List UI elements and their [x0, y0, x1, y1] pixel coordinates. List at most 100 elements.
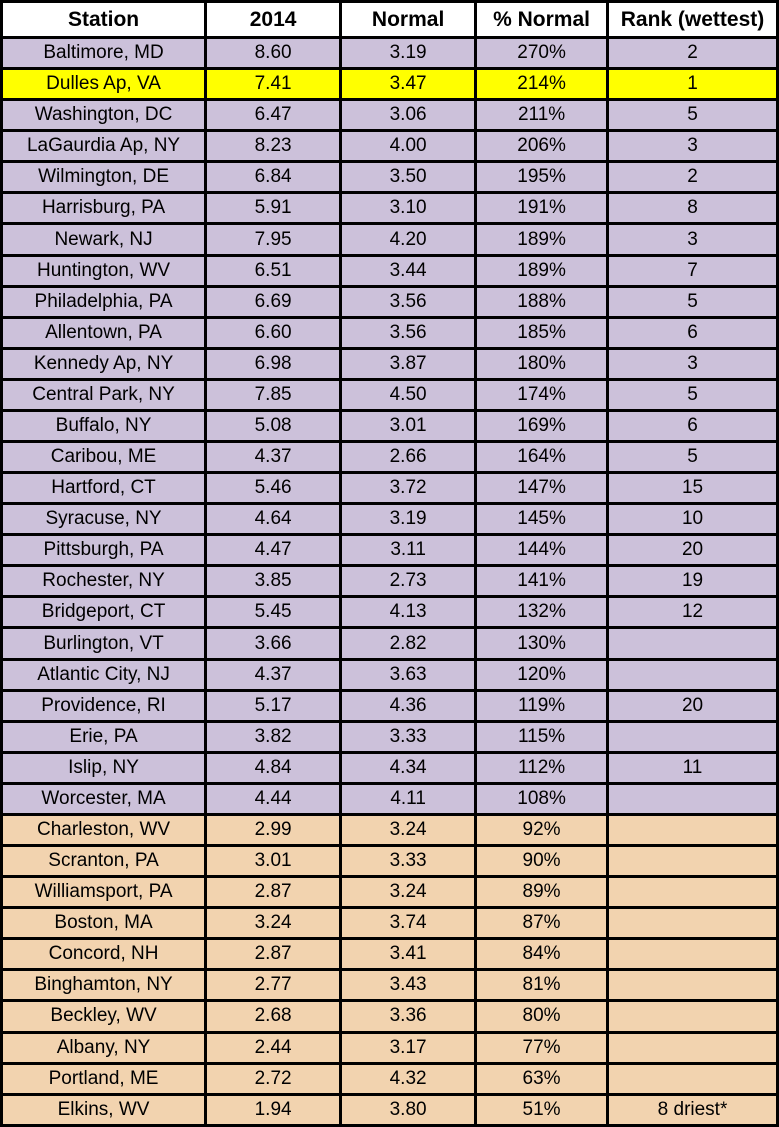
- normal-cell: 4.32: [339, 1061, 478, 1096]
- station-cell: Williamsport, PA: [0, 875, 208, 910]
- pct-normal-cell: 169%: [474, 408, 610, 444]
- station-cell: Scranton, PA: [0, 844, 208, 879]
- normal-cell: 3.41: [339, 937, 478, 972]
- table-row: Worcester, MA 4.44 4.11 108%: [0, 781, 779, 816]
- rank-cell: 5: [606, 377, 779, 412]
- table-row: Providence, RI 5.17 4.36 119% 20: [0, 688, 779, 723]
- value-2014-cell: 1.94: [204, 1092, 343, 1127]
- table-row: Harrisburg, PA 5.91 3.10 191% 8: [0, 191, 779, 226]
- rank-cell: [606, 812, 779, 848]
- normal-cell: 2.82: [339, 626, 478, 661]
- table-row: Philadelphia, PA 6.69 3.56 188% 5: [0, 284, 779, 319]
- table-row: Bridgeport, CT 5.45 4.13 132% 12: [0, 595, 779, 630]
- station-cell: Atlantic City, NJ: [0, 657, 208, 692]
- normal-cell: 3.24: [339, 875, 478, 910]
- table-body: Baltimore, MD 8.60 3.19 270% 2 Dulles Ap, VA 7…: [0, 35, 779, 1127]
- value-2014-cell: 3.85: [204, 564, 343, 599]
- normal-cell: 4.36: [339, 688, 478, 723]
- rank-cell: 6: [606, 315, 779, 350]
- pct-normal-cell: 84%: [474, 937, 610, 972]
- table-row: Portland, ME 2.72 4.32 63%: [0, 1061, 779, 1096]
- value-2014-cell: 6.69: [204, 284, 343, 319]
- station-cell: Concord, NH: [0, 937, 208, 972]
- table-row: Allentown, PA 6.60 3.56 185% 6: [0, 315, 779, 350]
- table-row: Pittsburgh, PA 4.47 3.11 144% 20: [0, 533, 779, 568]
- pct-normal-cell: 185%: [474, 315, 610, 350]
- rank-cell: 11: [606, 750, 779, 785]
- rank-cell: [606, 844, 779, 879]
- normal-cell: 3.47: [339, 67, 478, 102]
- pct-normal-cell: 214%: [474, 67, 610, 102]
- header-normal: Normal: [339, 0, 478, 39]
- pct-normal-cell: 77%: [474, 1030, 610, 1065]
- normal-cell: 4.00: [339, 129, 478, 164]
- value-2014-cell: 3.82: [204, 719, 343, 754]
- header-2014: 2014: [204, 0, 343, 39]
- station-cell: Baltimore, MD: [0, 35, 208, 71]
- station-cell: Pittsburgh, PA: [0, 533, 208, 568]
- header-row: Station 2014 Normal % Normal Rank (wette…: [0, 0, 779, 39]
- header-pct-normal: % Normal: [474, 0, 610, 39]
- table-row: Binghamton, NY 2.77 3.43 81%: [0, 968, 779, 1003]
- station-cell: Caribou, ME: [0, 440, 208, 475]
- table-row: Caribou, ME 4.37 2.66 164% 5: [0, 440, 779, 475]
- rank-cell: 20: [606, 533, 779, 568]
- value-2014-cell: 2.68: [204, 999, 343, 1034]
- normal-cell: 3.33: [339, 844, 478, 879]
- value-2014-cell: 6.51: [204, 253, 343, 288]
- rank-cell: [606, 719, 779, 754]
- pct-normal-cell: 144%: [474, 533, 610, 568]
- pct-normal-cell: 189%: [474, 253, 610, 288]
- pct-normal-cell: 90%: [474, 844, 610, 879]
- pct-normal-cell: 132%: [474, 595, 610, 630]
- value-2014-cell: 2.87: [204, 875, 343, 910]
- table-row: Beckley, WV 2.68 3.36 80%: [0, 999, 779, 1034]
- value-2014-cell: 5.46: [204, 471, 343, 506]
- rank-cell: [606, 781, 779, 816]
- rank-cell: [606, 968, 779, 1003]
- table-row: Elkins, WV 1.94 3.80 51% 8 driest*: [0, 1092, 779, 1127]
- station-cell: Burlington, VT: [0, 626, 208, 661]
- table-header: Station 2014 Normal % Normal Rank (wette…: [0, 0, 779, 39]
- station-cell: Albany, NY: [0, 1030, 208, 1065]
- normal-cell: 4.11: [339, 781, 478, 816]
- pct-normal-cell: 206%: [474, 129, 610, 164]
- station-cell: Worcester, MA: [0, 781, 208, 816]
- rank-cell: 5: [606, 440, 779, 475]
- table-row: Central Park, NY 7.85 4.50 174% 5: [0, 377, 779, 412]
- normal-cell: 2.66: [339, 440, 478, 475]
- station-cell: Central Park, NY: [0, 377, 208, 412]
- pct-normal-cell: 145%: [474, 502, 610, 537]
- rank-cell: 3: [606, 222, 779, 257]
- station-cell: Islip, NY: [0, 750, 208, 785]
- rank-cell: 19: [606, 564, 779, 599]
- table-row: Newark, NJ 7.95 4.20 189% 3: [0, 222, 779, 257]
- pct-normal-cell: 119%: [474, 688, 610, 723]
- station-cell: Elkins, WV: [0, 1092, 208, 1127]
- station-cell: Charleston, WV: [0, 812, 208, 848]
- pct-normal-cell: 87%: [474, 906, 610, 941]
- station-cell: Bridgeport, CT: [0, 595, 208, 630]
- header-station: Station: [0, 0, 208, 39]
- rank-cell: 3: [606, 346, 779, 381]
- pct-normal-cell: 81%: [474, 968, 610, 1003]
- station-cell: Harrisburg, PA: [0, 191, 208, 226]
- normal-cell: 3.10: [339, 191, 478, 226]
- value-2014-cell: 4.64: [204, 502, 343, 537]
- rank-cell: 5: [606, 284, 779, 319]
- pct-normal-cell: 147%: [474, 471, 610, 506]
- value-2014-cell: 3.24: [204, 906, 343, 941]
- station-cell: Wilmington, DE: [0, 160, 208, 195]
- value-2014-cell: 6.98: [204, 346, 343, 381]
- pct-normal-cell: 270%: [474, 35, 610, 71]
- value-2014-cell: 4.44: [204, 781, 343, 816]
- normal-cell: 3.43: [339, 968, 478, 1003]
- normal-cell: 3.19: [339, 35, 478, 71]
- normal-cell: 3.56: [339, 284, 478, 319]
- table-row: Burlington, VT 3.66 2.82 130%: [0, 626, 779, 661]
- normal-cell: 4.34: [339, 750, 478, 785]
- table-row: Baltimore, MD 8.60 3.19 270% 2: [0, 35, 779, 71]
- pct-normal-cell: 120%: [474, 657, 610, 692]
- pct-normal-cell: 191%: [474, 191, 610, 226]
